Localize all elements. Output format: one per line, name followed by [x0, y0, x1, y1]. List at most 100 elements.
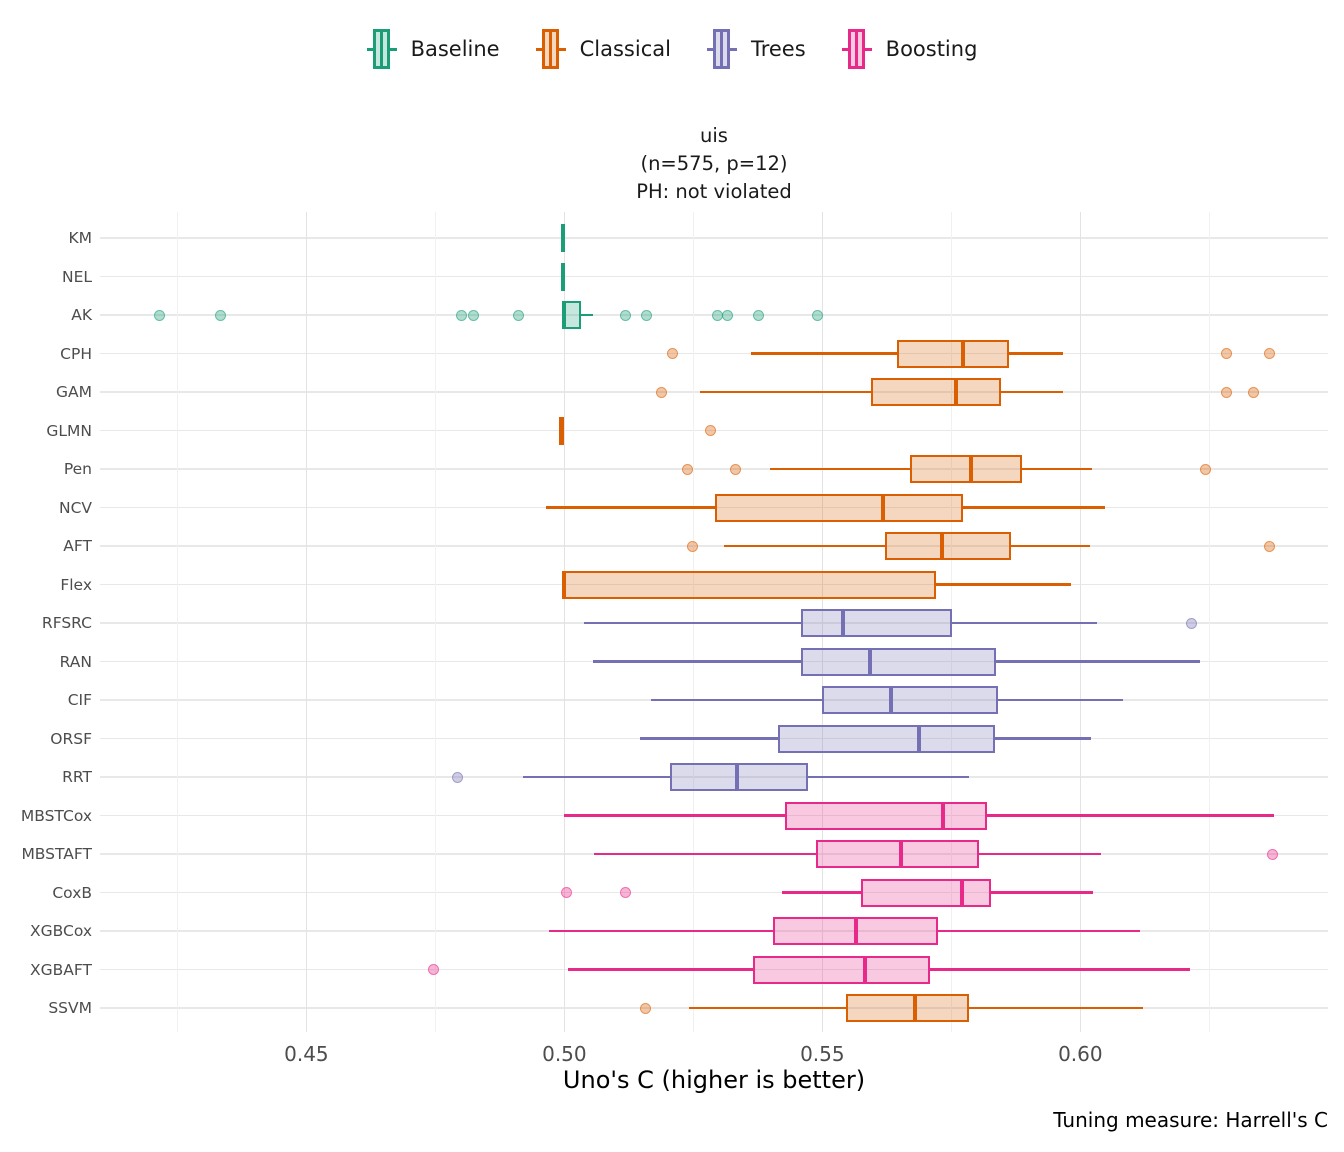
outlier-point	[1263, 348, 1275, 359]
outlier-point	[811, 309, 823, 321]
whisker-high	[1010, 544, 1090, 548]
outlier-point	[730, 463, 742, 475]
gridline-horizontal	[100, 891, 1328, 894]
whisker-low	[751, 352, 898, 355]
median-line	[863, 955, 868, 984]
outlier-point	[455, 309, 467, 321]
title-line-ph: PH: not violated	[636, 180, 792, 203]
degenerate-box	[560, 224, 566, 252]
key-median-line	[548, 29, 553, 69]
median-line	[880, 493, 885, 522]
whisker-high	[1021, 467, 1093, 471]
gridline-horizontal	[100, 237, 1328, 239]
outlier-point	[620, 887, 632, 898]
median-line	[913, 994, 918, 1022]
y-label-Pen: Pen	[63, 460, 92, 478]
outlier-point	[656, 386, 668, 398]
y-label-NEL: NEL	[61, 267, 92, 286]
y-label-RAN: RAN	[59, 652, 92, 671]
box	[885, 532, 1011, 560]
key-median-line	[854, 29, 859, 69]
gridline-major	[305, 212, 308, 1032]
legend: Baseline Classical Trees Boosting	[0, 26, 1344, 72]
box	[800, 647, 996, 676]
y-label-ORSF: ORSF	[50, 729, 92, 748]
median-line	[735, 763, 740, 791]
median-line	[889, 686, 894, 714]
title-line-dimensions: (n=575, p=12)	[640, 152, 788, 175]
median-line	[953, 378, 958, 406]
box	[561, 570, 937, 599]
y-label-XGBAFT: XGBAFT	[30, 960, 92, 979]
legend-item-baseline: Baseline	[366, 26, 500, 72]
degenerate-box	[560, 262, 566, 291]
whisker-low	[567, 968, 753, 971]
outlier-point	[214, 309, 226, 321]
median-line	[561, 570, 566, 599]
gridline-minor	[176, 212, 178, 1032]
box	[861, 878, 992, 907]
median-line	[854, 917, 859, 945]
whisker-high	[930, 968, 1190, 971]
y-label-CoxB: CoxB	[52, 883, 92, 902]
y-label-AK: AK	[71, 306, 92, 324]
whisker-high	[807, 775, 970, 779]
whisker-low	[546, 506, 715, 509]
gridline-minor	[434, 212, 436, 1032]
outlier-point	[752, 309, 764, 321]
outlier-point	[467, 309, 479, 321]
gridline-horizontal	[100, 352, 1328, 355]
outlier-point	[704, 425, 716, 436]
median-line	[939, 532, 944, 560]
box	[752, 955, 931, 984]
gridline-major	[563, 212, 566, 1032]
y-label-CIF: CIF	[67, 691, 92, 709]
whisker-high	[979, 852, 1101, 856]
median-line	[960, 878, 965, 907]
whisker-high	[986, 814, 1274, 817]
whisker-low	[564, 814, 785, 817]
median-line	[899, 840, 904, 868]
x-tick-label: 0.50	[542, 1042, 587, 1066]
outlier-point	[1267, 848, 1279, 860]
legend-label: Classical	[579, 37, 671, 61]
legend-label: Baseline	[410, 37, 500, 61]
whisker-low	[700, 390, 871, 394]
y-label-MBSTCox: MBSTCox	[20, 806, 92, 825]
whisker-low	[650, 698, 823, 702]
y-label-Flex: Flex	[60, 575, 92, 594]
y-label-XGBCox: XGBCox	[30, 922, 92, 940]
outlier-point	[1247, 386, 1259, 398]
median-line	[961, 339, 966, 368]
outlier-point	[153, 309, 165, 321]
whisker-low	[640, 737, 779, 740]
whisker-high	[995, 660, 1201, 663]
whisker-low	[689, 1006, 846, 1010]
whisker-low	[522, 775, 670, 779]
whisker-low	[769, 467, 910, 471]
whisker-low	[782, 891, 862, 894]
y-label-RRT: RRT	[62, 768, 92, 786]
box	[845, 994, 970, 1022]
outlier-point	[1185, 617, 1197, 629]
box	[800, 609, 953, 637]
outlier-point	[620, 309, 632, 321]
y-label-GAM: GAM	[56, 383, 92, 401]
legend-label: Boosting	[885, 37, 978, 61]
median-line	[562, 301, 567, 329]
outlier-point	[666, 348, 678, 359]
outlier-point	[640, 1002, 652, 1014]
outlier-point	[513, 309, 525, 321]
outlier-point	[681, 463, 693, 475]
box	[909, 455, 1022, 483]
gridline-horizontal	[100, 545, 1328, 547]
gridline-horizontal	[100, 776, 1328, 778]
box	[714, 493, 964, 522]
whisker-low	[723, 544, 886, 548]
legend-item-trees: Trees	[706, 26, 806, 72]
y-label-CPH: CPH	[60, 344, 92, 363]
gridline-horizontal	[100, 583, 1328, 586]
caption: Tuning measure: Harrell's C	[1053, 1108, 1328, 1132]
y-label-NCV: NCV	[58, 498, 92, 517]
gridline-minor	[1208, 212, 1210, 1032]
